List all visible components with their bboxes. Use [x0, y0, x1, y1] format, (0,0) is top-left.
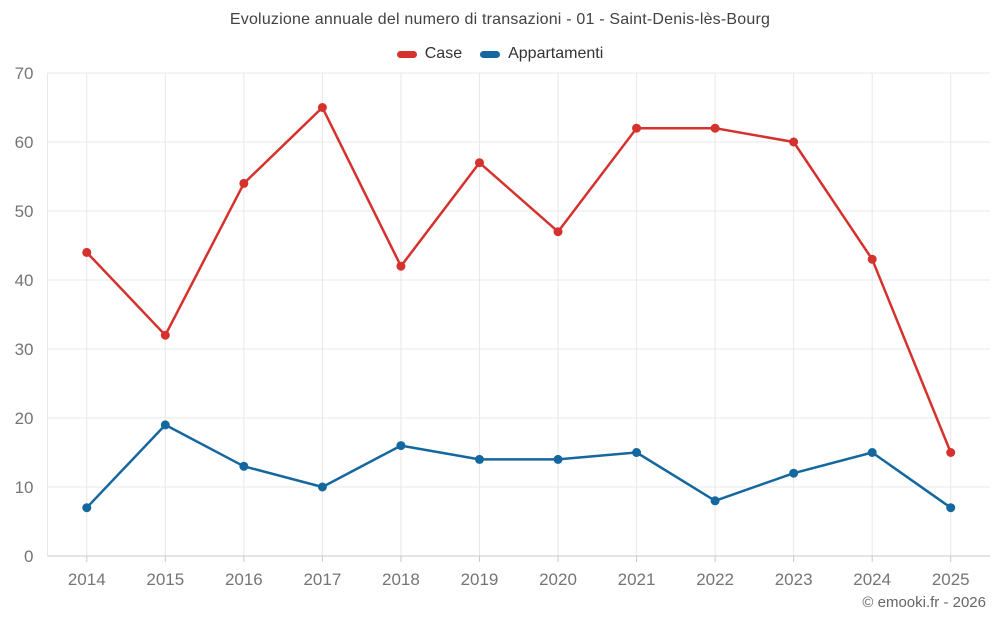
data-point-appartamenti-2022[interactable]	[710, 496, 720, 506]
data-point-case-2025[interactable]	[946, 448, 956, 457]
data-point-case-2017[interactable]	[317, 103, 327, 112]
x-tick-label-2019: 2019	[461, 570, 499, 589]
data-point-appartamenti-2017[interactable]	[317, 482, 327, 492]
data-point-case-2020[interactable]	[553, 227, 563, 237]
data-point-case-2019[interactable]	[474, 158, 484, 168]
x-tick-label-2016: 2016	[225, 570, 263, 589]
data-point-appartamenti-2020[interactable]	[553, 454, 563, 464]
y-tick-label: 60	[15, 133, 34, 152]
data-point-appartamenti-2021[interactable]	[632, 448, 642, 457]
data-point-appartamenti-2014[interactable]	[82, 503, 92, 513]
data-point-appartamenti-2023[interactable]	[789, 468, 799, 478]
data-point-appartamenti-2018[interactable]	[396, 441, 406, 451]
y-tick-label: 10	[15, 478, 34, 497]
y-tick-label: 30	[15, 340, 34, 359]
x-gridlines	[86, 73, 952, 556]
legend-label-case: Case	[424, 45, 463, 62]
data-point-case-2024[interactable]	[867, 254, 877, 264]
data-point-case-2016[interactable]	[239, 178, 249, 188]
data-point-appartamenti-2016[interactable]	[239, 461, 249, 471]
y-tick-label: 0	[24, 547, 33, 566]
data-point-appartamenti-2024[interactable]	[867, 448, 877, 457]
x-tick-label-2018: 2018	[382, 570, 420, 589]
data-point-case-2018[interactable]	[396, 261, 406, 271]
series-points-appartamenti	[82, 420, 956, 513]
data-point-case-2021[interactable]	[632, 123, 642, 133]
data-point-appartamenti-2025[interactable]	[946, 503, 956, 513]
credit-link[interactable]: © emooki.fr - 2026	[862, 594, 986, 611]
series-line-appartamenti	[85, 423, 952, 509]
appartamenti-series-swatch-icon	[480, 50, 501, 58]
x-tick-label-2023: 2023	[775, 570, 813, 589]
x-tick-label-2022: 2022	[696, 570, 734, 589]
x-axis-labels: 2014 2015 2016 2017 2018 2019 2020 2021 2022 2023…	[68, 570, 970, 589]
y-axis-labels: 0 10 20 30 40 50 60 70	[15, 64, 34, 566]
legend-item-case[interactable]: Case	[396, 45, 463, 63]
y-tick-label: 40	[15, 271, 34, 290]
data-point-appartamenti-2015[interactable]	[160, 420, 170, 430]
x-tick-label-2020: 2020	[539, 570, 577, 589]
data-point-case-2022[interactable]	[710, 123, 720, 133]
chart-title: Evoluzione annuale del numero di transaz…	[229, 11, 771, 28]
x-tick-label-2017: 2017	[303, 570, 341, 589]
x-axis-ticks	[86, 556, 952, 562]
x-tick-label-2014: 2014	[68, 570, 106, 589]
data-point-case-2015[interactable]	[160, 330, 170, 340]
data-point-case-2023[interactable]	[789, 137, 799, 147]
y-tick-label: 20	[15, 409, 34, 428]
y-gridlines	[47, 72, 990, 557]
x-tick-label-2024: 2024	[853, 570, 891, 589]
x-tick-label-2015: 2015	[146, 570, 184, 589]
legend: Case Appartamenti	[0, 43, 1000, 65]
series-points-case	[82, 103, 956, 457]
x-tick-label-2021: 2021	[618, 570, 656, 589]
x-tick-label-2025: 2025	[932, 570, 970, 589]
case-series-swatch-icon	[396, 50, 417, 58]
y-tick-label: 50	[15, 202, 34, 221]
legend-item-appartamenti[interactable]: Appartamenti	[480, 45, 603, 63]
data-point-case-2014[interactable]	[82, 247, 92, 257]
legend-label-appartamenti: Appartamenti	[508, 45, 604, 62]
data-point-appartamenti-2019[interactable]	[474, 454, 484, 464]
series-line-case	[85, 106, 952, 454]
y-tick-label: 70	[15, 64, 34, 83]
